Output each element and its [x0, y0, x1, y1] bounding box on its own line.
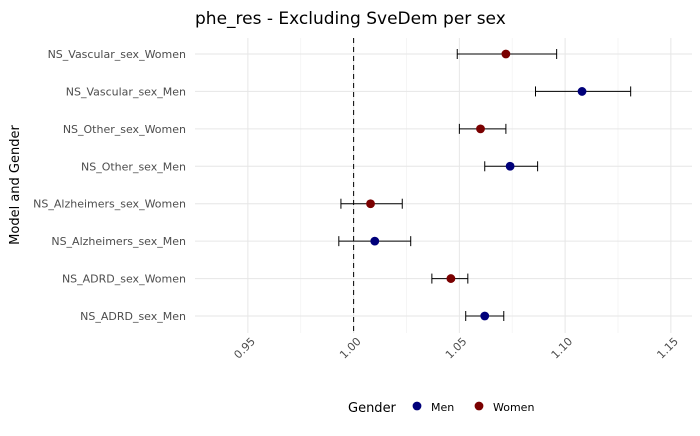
- point-women: [476, 124, 485, 134]
- legend-title: Gender: [348, 401, 397, 416]
- point-men: [505, 161, 515, 171]
- chart-title: phe_res - Excluding SveDem per sex: [195, 9, 506, 29]
- y-axis-title: Model and Gender: [8, 125, 23, 245]
- point-men: [370, 236, 380, 246]
- legend: Gender Men Women: [348, 401, 534, 416]
- x-tick-label: 1.05: [443, 335, 470, 362]
- legend-label-men: Men: [431, 401, 454, 414]
- legend-marker-men: [412, 401, 422, 411]
- point-men: [480, 311, 490, 321]
- grid-lines: [195, 38, 692, 333]
- point-women: [366, 199, 375, 209]
- y-tick-label: NS_Other_sex_Men: [81, 160, 186, 173]
- legend-marker-women: [474, 401, 484, 411]
- legend-label-women: Women: [493, 401, 534, 414]
- y-tick-label: NS_Vascular_sex_Women: [48, 48, 186, 61]
- x-axis-labels: 0.95 1.00 1.05 1.10 1.15: [231, 335, 680, 362]
- y-tick-label: NS_ADRD_sex_Women: [62, 273, 186, 286]
- x-tick-label: 1.15: [654, 335, 681, 362]
- x-tick-label: 0.95: [231, 335, 258, 362]
- y-tick-label: NS_Vascular_sex_Men: [66, 85, 186, 98]
- x-tick-label: 1.00: [337, 335, 364, 362]
- y-tick-label: NS_Alzheimers_sex_Women: [33, 198, 186, 211]
- y-tick-label: NS_ADRD_sex_Men: [80, 310, 186, 323]
- y-tick-label: NS_Other_sex_Women: [63, 123, 186, 136]
- point-women: [501, 49, 511, 59]
- y-axis-labels: NS_ADRD_sex_Men NS_ADRD_sex_Women NS_Alzhe…: [33, 48, 186, 323]
- point-women: [446, 274, 456, 283]
- x-tick-label: 1.10: [549, 335, 576, 362]
- y-tick-label: NS_Alzheimers_sex_Men: [51, 235, 186, 248]
- data-marks: [338, 49, 632, 321]
- point-men: [577, 87, 587, 96]
